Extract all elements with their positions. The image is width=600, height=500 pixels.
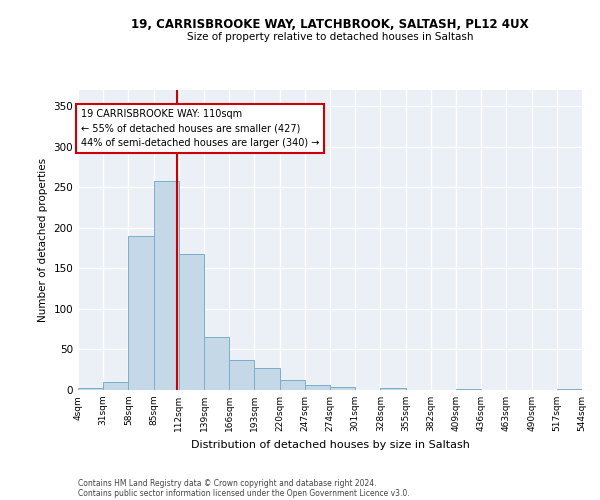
Bar <box>557 389 582 390</box>
Bar <box>229 360 254 390</box>
Text: Contains HM Land Registry data © Crown copyright and database right 2024.: Contains HM Land Registry data © Crown c… <box>78 478 377 488</box>
Bar <box>305 385 330 390</box>
Bar <box>456 389 481 390</box>
Text: 19, CARRISBROOKE WAY, LATCHBROOK, SALTASH, PL12 4UX: 19, CARRISBROOKE WAY, LATCHBROOK, SALTAS… <box>131 18 529 30</box>
X-axis label: Distribution of detached houses by size in Saltash: Distribution of detached houses by size … <box>191 440 469 450</box>
Bar <box>154 181 179 390</box>
Text: Contains public sector information licensed under the Open Government Licence v3: Contains public sector information licen… <box>78 488 410 498</box>
Bar <box>128 236 154 390</box>
Y-axis label: Number of detached properties: Number of detached properties <box>38 158 48 322</box>
Bar <box>204 338 229 390</box>
Bar <box>179 254 204 390</box>
Bar <box>78 388 103 390</box>
Text: Size of property relative to detached houses in Saltash: Size of property relative to detached ho… <box>187 32 473 42</box>
Bar <box>103 382 128 390</box>
Text: 19 CARRISBROOKE WAY: 110sqm
← 55% of detached houses are smaller (427)
44% of se: 19 CARRISBROOKE WAY: 110sqm ← 55% of det… <box>81 108 319 148</box>
Bar <box>254 368 280 390</box>
Bar <box>330 387 355 390</box>
Bar <box>280 380 305 390</box>
Bar <box>380 388 406 390</box>
